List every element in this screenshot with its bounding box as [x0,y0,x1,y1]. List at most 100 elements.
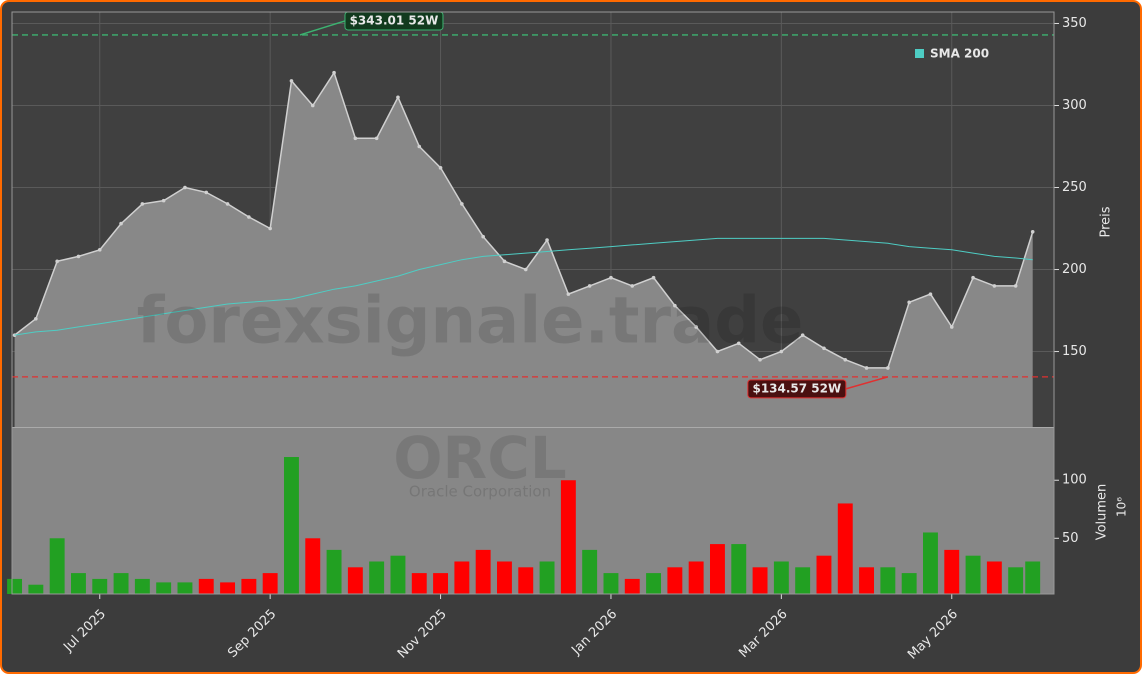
price-point [204,190,209,195]
volume-bar [560,480,576,594]
price-point [928,292,933,296]
price-point [97,248,102,252]
price-point [545,238,549,242]
volume-bar [497,561,512,594]
volume-bar [816,555,832,594]
volume-bar [518,567,534,594]
volume-bar [369,561,385,594]
ticker-watermark: ORCL [393,424,567,492]
volume-bar [624,578,640,594]
price-point [949,325,954,329]
volume-bar [156,582,172,594]
price-point [587,284,592,288]
watermark: forexsignale.trade [137,285,804,359]
volume-bar [646,573,662,594]
y-tick-label: 250 [1062,180,1087,195]
price-point [736,341,741,346]
volume-bar [326,549,342,594]
volume-panel [12,428,1054,594]
price-point [779,349,784,354]
legend-label: SMA 200 [930,47,989,61]
price-point [864,366,869,370]
volume-bar [582,549,598,594]
volume-bar [92,578,108,594]
volume-bar [433,573,449,594]
price-point [502,259,507,264]
price-point [55,259,59,264]
volume-bar [837,503,853,594]
volume-bar [71,573,86,594]
price-point [34,316,38,321]
volume-bar [284,457,299,594]
volume-bar [1008,567,1024,594]
price-point [353,136,358,141]
volume-bar [347,567,363,594]
price-line [14,237,1033,336]
volume-bar [667,567,683,594]
price-point [481,234,485,239]
volume-bar [454,561,470,594]
annotation-label: $134.57 52W [752,381,841,395]
y-tick-label: 150 [1062,344,1087,359]
price-point [310,103,315,108]
volume-bar [241,578,257,594]
price-point [268,226,272,231]
volume-bar [177,582,193,594]
volume-bar [880,567,896,594]
volume-bar [134,578,150,594]
price-point [715,349,720,354]
price-point [907,300,911,305]
price-point [800,333,805,337]
y-axis-label: Preis [1099,206,1114,237]
company-watermark: Oracle Corporation [409,483,551,501]
volume-bar [795,567,811,594]
price-point [332,70,336,75]
volume-bar [475,549,491,594]
volume-bar [411,573,427,594]
price-point [396,95,400,100]
y-axis-label: Volumen [1095,484,1110,541]
price-point [694,325,698,329]
volume-bar [986,561,1002,594]
volume-bar [390,555,406,594]
price-point [971,275,975,280]
price-point [247,215,251,219]
annotation-label: $343.01 52W [350,13,439,27]
price-point [992,284,997,288]
price-point [630,284,635,288]
volume-bar [901,573,917,594]
price-point [225,202,230,206]
volume-bar [1025,561,1041,594]
y-tick-label: 50 [1062,531,1079,546]
volume-bar [688,561,704,594]
price-point [161,198,166,203]
volume-bar [539,561,555,594]
annotation-arrow [845,376,889,390]
price-point [609,275,613,280]
volume-bar [710,544,725,594]
y-tick-label: 200 [1062,262,1087,277]
legend-swatch [915,49,924,58]
volume-bar [305,538,321,594]
area [14,72,1033,427]
volume-bar [113,573,129,594]
price-point [758,357,762,362]
volume-bar [859,567,875,594]
volume-bar [220,582,236,594]
price-point [886,366,890,370]
price-point [523,267,528,272]
volume-bar [944,549,960,594]
annotation-arrow [299,20,346,36]
price-point [843,357,848,362]
price-point [289,79,294,83]
price-point [438,166,443,170]
price-point [822,346,826,351]
price-point [12,333,17,337]
y-tick-label: 350 [1062,16,1087,31]
volume-bar [49,538,65,594]
price-point [374,136,379,141]
volume-bar [603,573,619,594]
y-tick-label: 300 [1062,98,1087,113]
price-point [119,221,123,226]
price-point [417,144,422,149]
